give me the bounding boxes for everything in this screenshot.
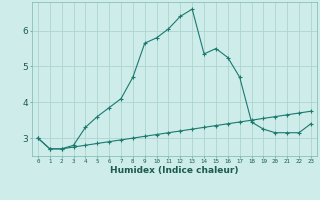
X-axis label: Humidex (Indice chaleur): Humidex (Indice chaleur) bbox=[110, 166, 239, 175]
